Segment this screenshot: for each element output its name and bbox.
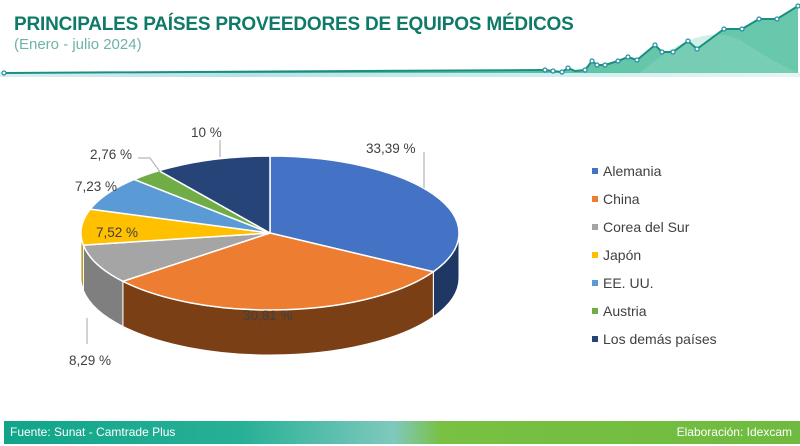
legend-swatch-icon: [592, 336, 598, 342]
legend-label: EE. UU.: [603, 275, 654, 291]
leader-lines: [86, 140, 425, 344]
data-label-demas: 10 %: [191, 125, 222, 140]
chart-title: PRINCIPALES PAÍSES PROVEEDORES DE EQUIPO…: [14, 14, 574, 35]
legend-swatch-icon: [592, 168, 598, 174]
pie-slice-alemania: [269, 155, 460, 273]
legend-label: Alemania: [603, 163, 662, 179]
legend-item-japon: Japón: [592, 241, 717, 269]
footer-bar: Fuente: Sunat - Camtrade Plus Elaboració…: [4, 421, 800, 444]
legend-label: Japón: [603, 247, 642, 263]
legend-item-alemania: Alemania: [592, 157, 717, 185]
legend-item-china: China: [592, 185, 717, 213]
data-label-corea: 8,29 %: [69, 353, 111, 368]
legend-item-corea: Corea del Sur: [592, 213, 717, 241]
leader-line-austria: [138, 157, 161, 173]
pie-slice-los-demás-países: [156, 155, 271, 235]
pie-slice-china: [120, 232, 436, 311]
data-label-alemania: 33,39 %: [366, 141, 416, 156]
data-label-japon: 7,52 %: [96, 225, 138, 240]
data-label-eeuu: 7,23 %: [75, 179, 117, 194]
pie-slice-corea-del-sur: [82, 232, 271, 283]
legend-swatch-icon: [592, 224, 598, 230]
credit-note: Elaboración: Idexcam: [676, 425, 792, 439]
legend-label: Corea del Sur: [603, 219, 690, 235]
legend-swatch-icon: [592, 252, 598, 258]
legend-item-eeuu: EE. UU.: [592, 269, 717, 297]
legend-item-demas: Los demás países: [592, 325, 717, 353]
legend-label: Austria: [603, 303, 647, 319]
legend-swatch-icon: [592, 196, 598, 202]
legend-label: China: [603, 191, 640, 207]
chart-subtitle: (Enero - julio 2024): [14, 36, 142, 53]
legend-swatch-icon: [592, 280, 598, 286]
legend-label: Los demás países: [603, 331, 717, 347]
trend-line-decoration: [0, 3, 800, 77]
chart-legend: Alemania China Corea del Sur Japón EE. U…: [592, 157, 717, 353]
header: PRINCIPALES PAÍSES PROVEEDORES DE EQUIPO…: [0, 0, 800, 80]
legend-swatch-icon: [592, 308, 598, 314]
pie-slices: [80, 155, 460, 311]
data-label-china: 30,81 %: [243, 308, 293, 323]
legend-item-austria: Austria: [592, 297, 717, 325]
source-note: Fuente: Sunat - Camtrade Plus: [10, 425, 176, 439]
data-label-austria: 2,76 %: [90, 147, 132, 162]
